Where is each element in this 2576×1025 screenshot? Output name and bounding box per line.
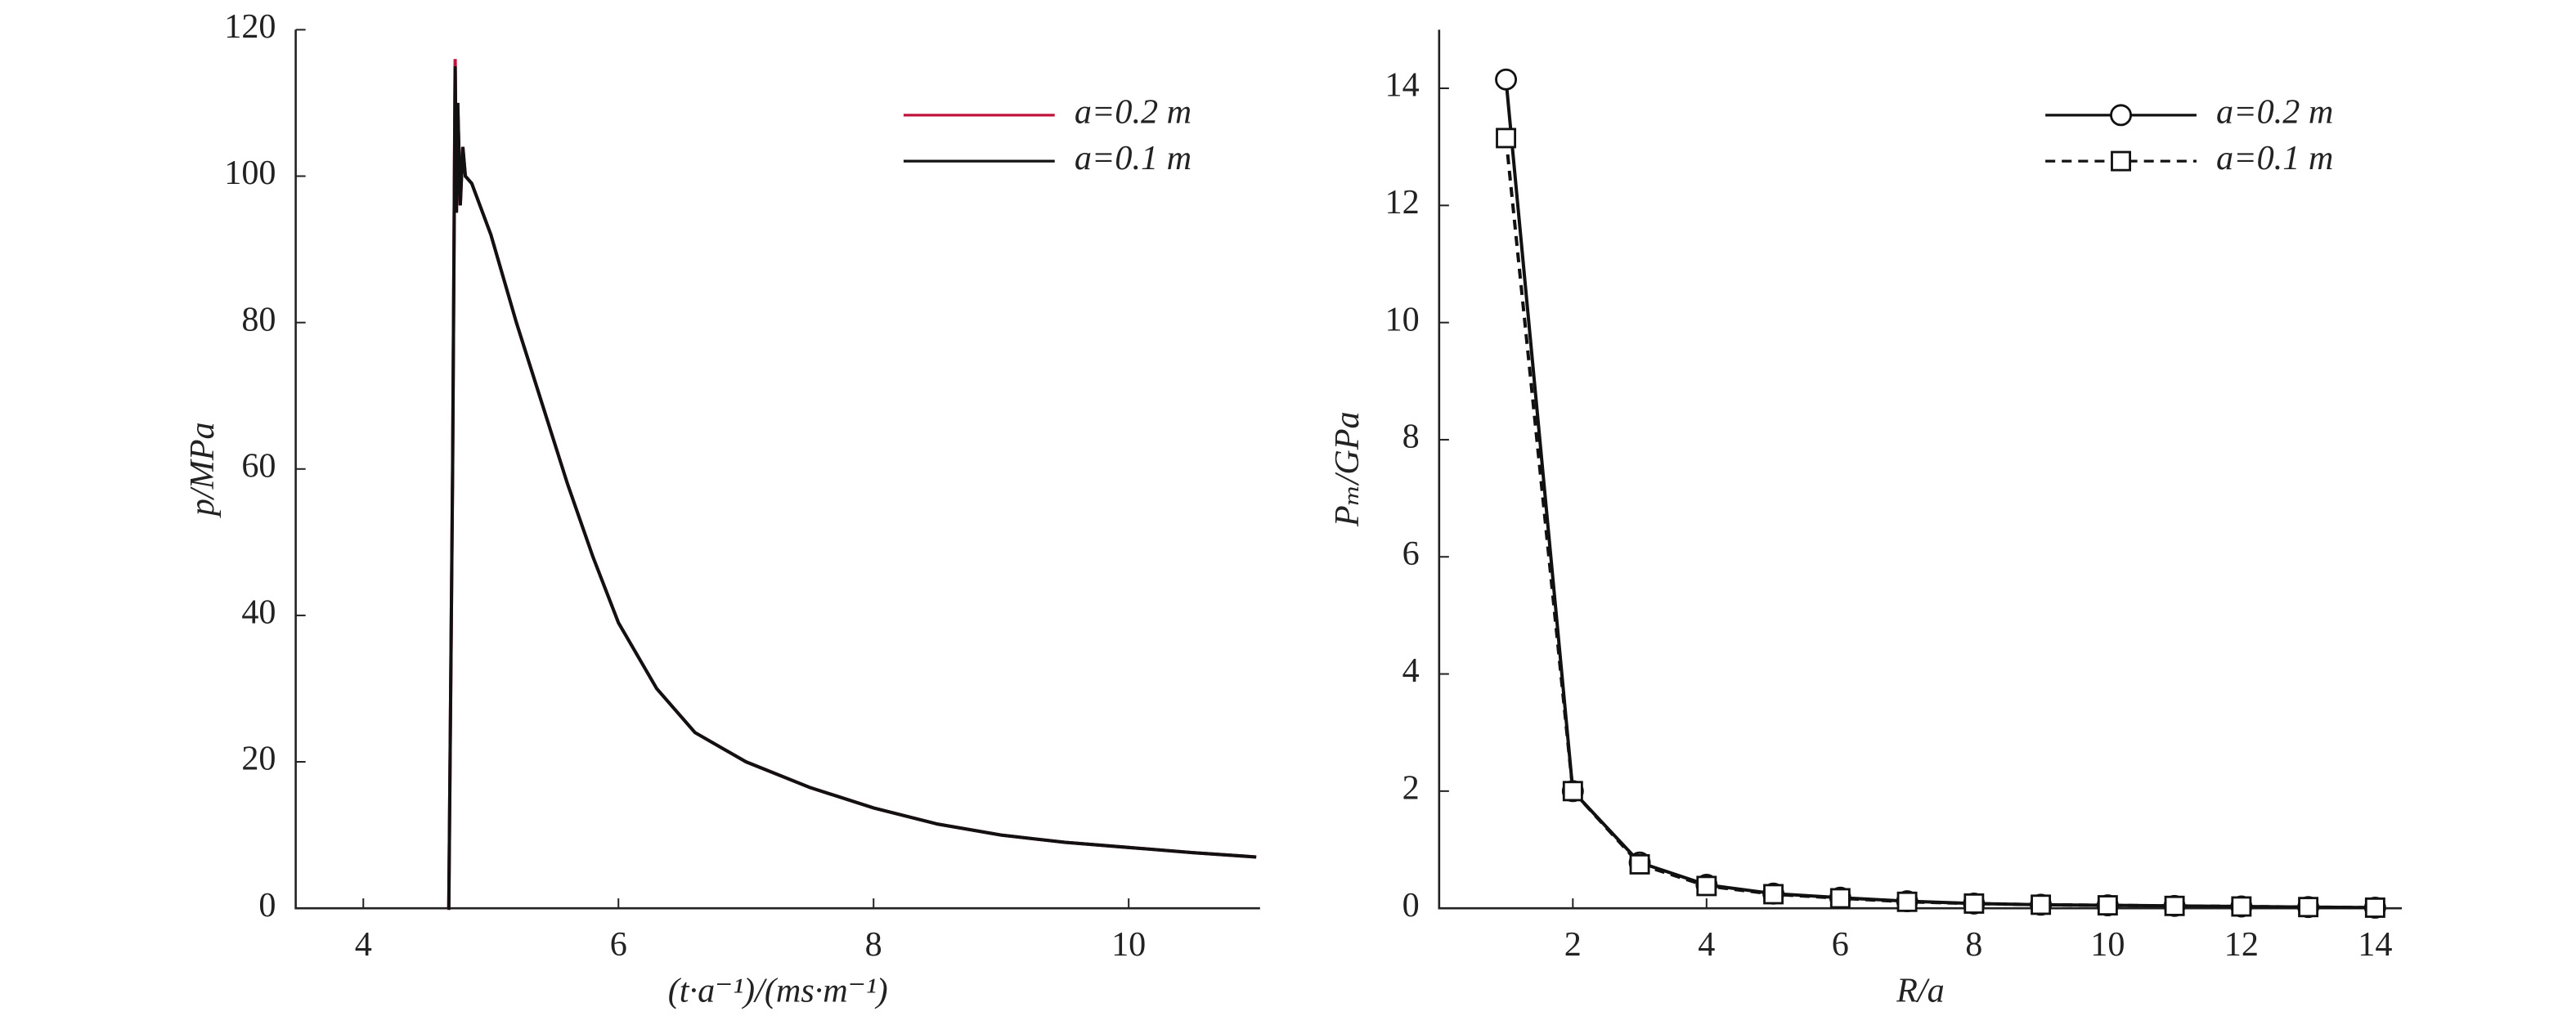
x-tick-label: 12 (2224, 925, 2259, 964)
series-line (1504, 79, 2376, 910)
marker (2364, 897, 2385, 918)
y-tick-label: 0 (258, 886, 276, 924)
marker (1963, 893, 1985, 914)
x-tick-label: 6 (610, 925, 627, 964)
x-tick-label: 8 (865, 925, 882, 964)
marker (2111, 150, 2131, 172)
y-tick-label: 10 (1385, 300, 1420, 338)
marker (1629, 853, 1650, 875)
y-tick-label: 80 (241, 300, 276, 338)
y-tick-label: 6 (1402, 535, 1420, 573)
marker (1696, 875, 1717, 897)
y-tick-label: 8 (1402, 418, 1420, 456)
x-tick-label: 4 (1698, 925, 1715, 964)
y-tick-label: 40 (241, 593, 276, 632)
marker (1896, 891, 1918, 912)
x-tick-label: 14 (2358, 925, 2392, 964)
marker (1495, 68, 1518, 91)
marker (2164, 895, 2185, 916)
legend-label: a=0.1 m (1075, 139, 1192, 177)
x-axis-label: R/a (1896, 971, 1945, 1009)
x-tick-label: 10 (2090, 925, 2125, 964)
y-tick-label: 120 (224, 7, 276, 46)
marker (2110, 104, 2132, 127)
marker (2298, 897, 2319, 918)
y-tick-label: 20 (241, 740, 276, 778)
y-tick-label: 2 (1402, 769, 1420, 808)
y-tick-label: 4 (1402, 651, 1420, 690)
x-axis-label: (t·a⁻¹)/(ms·m⁻¹) (668, 971, 888, 1009)
y-tick-label: 12 (1385, 183, 1420, 222)
marker (2031, 894, 2052, 915)
legend-label: a=0.2 m (2216, 93, 2333, 132)
marker (1496, 128, 1517, 149)
marker (1562, 781, 1583, 802)
x-tick-label: 6 (1832, 925, 1849, 964)
legend-label: a=0.2 m (1075, 93, 1192, 132)
y-tick-label: 60 (241, 446, 276, 485)
y-tick-label: 100 (224, 154, 276, 192)
y-tick-label: 0 (1402, 886, 1420, 924)
series-line (1504, 137, 2376, 910)
legend-label: a=0.1 m (2216, 139, 2333, 177)
marker (1763, 884, 1784, 905)
marker (1829, 888, 1851, 909)
x-tick-label: 2 (1564, 925, 1582, 964)
y-axis-label: Pₘ/GPa (1328, 411, 1367, 527)
y-tick-label: 14 (1385, 66, 1420, 105)
marker (2231, 896, 2252, 917)
marker (2097, 895, 2118, 916)
series-line (447, 66, 1257, 911)
x-tick-label: 8 (1965, 925, 1982, 964)
x-tick-label: 4 (355, 925, 372, 964)
x-tick-label: 10 (1111, 925, 1146, 964)
y-axis-label: p/MPa (183, 422, 222, 518)
